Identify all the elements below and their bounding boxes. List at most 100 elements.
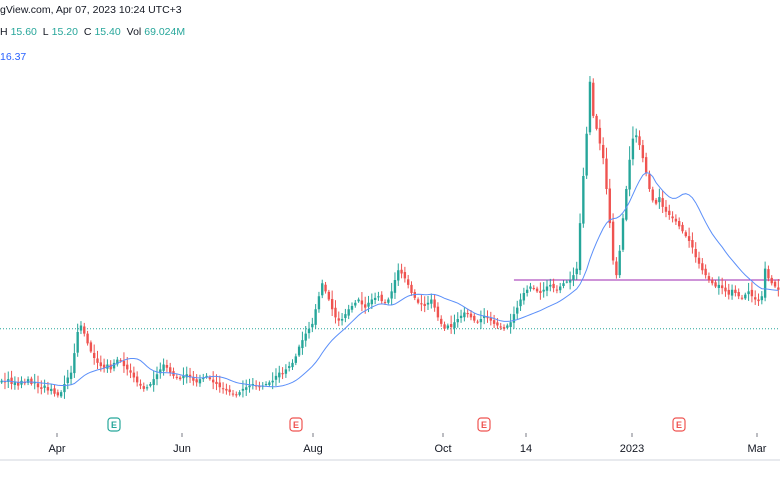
candle [697,251,701,269]
candle [297,344,301,357]
candle-body [13,382,17,385]
candle [687,227,691,248]
candle-body [96,358,99,363]
candle-body [202,377,205,380]
candle [245,379,248,396]
candle [238,390,241,397]
candle [691,232,694,254]
candle [509,313,512,334]
candle-body [608,188,611,224]
candle-body [714,282,717,287]
candle [195,374,198,387]
candle [426,295,430,310]
candle-body [601,144,605,159]
candle [744,292,747,300]
candle-body [479,319,483,323]
candle-body [489,317,492,321]
event-marker-box [477,417,491,432]
candle [241,380,245,398]
candle-body [281,373,284,375]
candle [449,315,453,334]
candle [406,274,410,289]
candle-body [697,257,701,264]
candle-body [734,289,737,293]
candle-body [208,377,212,380]
candle-body [288,366,291,368]
candle [598,119,602,151]
candle [278,365,281,383]
candle-body [757,299,760,302]
earnings-event-marker[interactable]: E [672,417,686,432]
candle [595,113,598,131]
candle-body [750,289,754,297]
candle [357,297,360,303]
candle [96,350,99,369]
candle [555,285,559,294]
candle-body [559,286,562,291]
candle-body [142,386,145,389]
candle [499,322,502,330]
candle [654,197,658,206]
candle [126,357,129,376]
candle [135,371,139,387]
candle [403,266,407,283]
candle [770,275,773,286]
candle [724,280,727,297]
earnings-event-marker[interactable]: E [289,417,303,432]
close-value: 15.40 [94,26,121,38]
candle [231,390,235,397]
candle [717,276,721,295]
candle-body [595,115,598,129]
candle-body [406,279,410,285]
candle [169,362,172,377]
candle [142,382,145,392]
candle-body [218,382,221,388]
candle-body [43,385,46,388]
earnings-event-marker[interactable]: E [107,417,121,432]
candle-body [436,306,440,318]
candle-body [344,314,347,319]
candle-body [367,302,370,307]
candle-body [347,309,350,316]
earnings-event-marker[interactable]: E [477,417,491,432]
candle-body [155,374,159,380]
candle-body [89,342,93,352]
candle [321,279,324,299]
candle [535,286,539,293]
time-axis-label: Mar [748,443,767,455]
candle [489,311,492,326]
candle-body [486,317,489,319]
candle [512,306,516,329]
candle [59,390,63,398]
candle [615,257,618,279]
candle [532,285,535,291]
candle-body [274,375,278,380]
candle [592,78,595,119]
candle-body [631,138,635,160]
candle-body [30,378,33,384]
moving-average-readout: 16.37 [0,51,27,63]
candle [668,204,671,220]
time-axis: Apr Jun Aug Oct 14 2023 Mar [0,433,780,461]
candle-body [337,318,340,321]
candle [211,371,215,390]
candle [301,331,304,355]
candle [611,213,615,265]
candle [139,379,142,390]
candle [284,364,288,378]
candle-body [760,296,764,301]
candle-body [393,280,397,293]
candle-body [36,383,40,388]
candle [545,279,549,297]
candle [727,283,730,300]
volume-label: Vol [126,26,142,38]
candle-body [354,302,357,306]
candle [198,374,202,387]
volume-value: 69.024M [144,26,186,38]
candle-body [83,326,86,334]
candle-body [357,299,360,302]
candle [116,356,119,367]
candle-body [50,388,53,391]
candle-body [628,159,631,190]
